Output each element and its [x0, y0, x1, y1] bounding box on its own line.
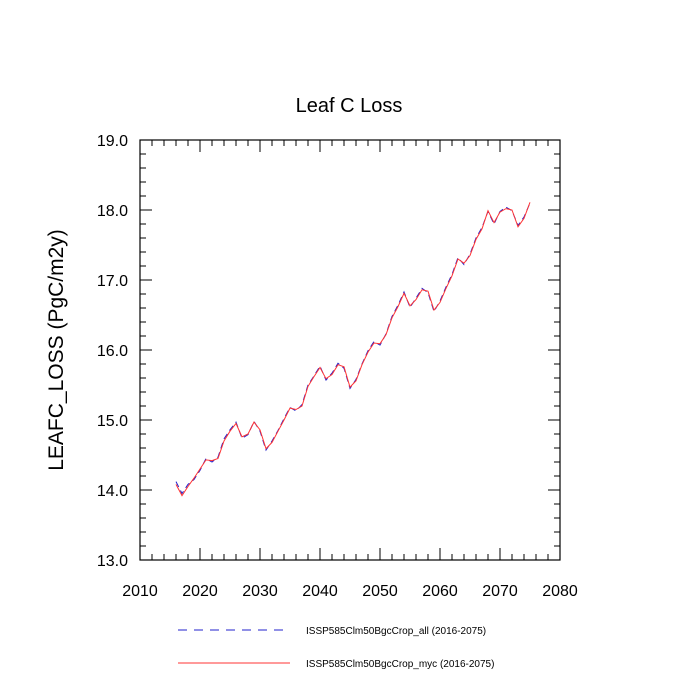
- y-tick-label: 18.0: [97, 203, 128, 220]
- x-tick-label: 2030: [242, 583, 278, 600]
- x-tick-label: 2050: [362, 583, 398, 600]
- y-tick-label: 19.0: [97, 133, 128, 150]
- legend-label-1: ISSP585Clm50BgcCrop_all (2016-2075): [306, 626, 486, 637]
- y-tick-label: 17.0: [97, 273, 128, 290]
- y-tick-label: 13.0: [97, 553, 128, 570]
- legend-label-2: ISSP585Clm50BgcCrop_myc (2016-2075): [306, 659, 494, 670]
- x-tick-label: 2010: [122, 583, 158, 600]
- x-tick-label: 2080: [542, 583, 578, 600]
- x-tick-label: 2060: [422, 583, 458, 600]
- plot-frame: [139, 139, 561, 561]
- legend: ISSP585Clm50BgcCrop_all (2016-2075) ISSP5…: [178, 626, 494, 670]
- chart-title: Leaf C Loss: [296, 95, 403, 117]
- x-tick-label: 2020: [182, 583, 218, 600]
- x-tick-label: 2040: [302, 583, 338, 600]
- axis-ticks: 2010 2020 2030 2040 2050 2060 2070 2080 13.0 14.0…: [97, 133, 578, 600]
- series-line-1: [175, 202, 531, 495]
- series-layer: [175, 202, 531, 497]
- y-axis-label: LEAFC_LOSS (PgC/m2y): [45, 229, 68, 471]
- y-tick-label: 15.0: [97, 413, 128, 430]
- x-tick-label: 2070: [482, 583, 518, 600]
- series-line-2: [175, 202, 531, 497]
- y-tick-label: 14.0: [97, 483, 128, 500]
- y-tick-label: 16.0: [97, 343, 128, 360]
